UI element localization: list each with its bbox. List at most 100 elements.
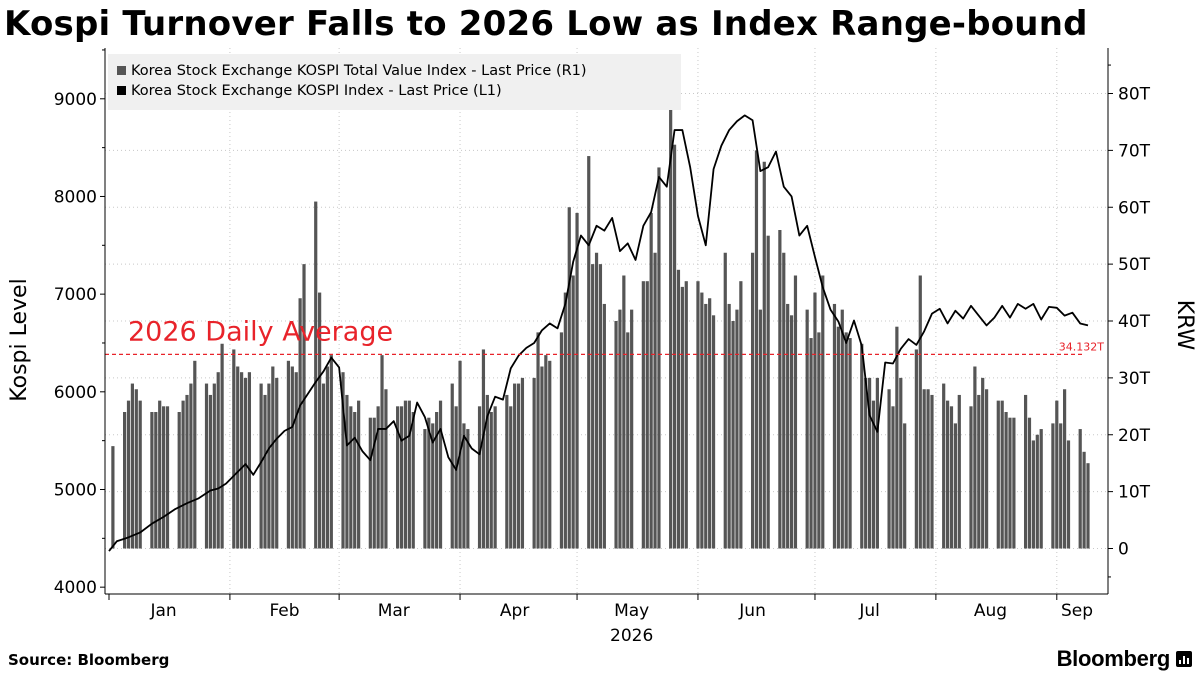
left-tick-label: 6000 (54, 383, 97, 403)
turnover-bar (930, 394, 934, 549)
turnover-bar (130, 383, 134, 549)
turnover-bar (294, 372, 298, 549)
turnover-bar (895, 326, 899, 549)
turnover-bar (817, 332, 821, 549)
turnover-bar (871, 400, 876, 549)
turnover-bar (111, 446, 115, 549)
turnover-bar (357, 400, 361, 549)
right-tick-label: 80T (1118, 85, 1151, 105)
turnover-bar (1039, 429, 1043, 549)
turnover-bar (134, 389, 138, 549)
left-tick-label: 7000 (54, 285, 97, 305)
turnover-bar (1023, 394, 1028, 549)
turnover-bar (653, 252, 657, 549)
left-tick-label: 9000 (54, 90, 97, 110)
turnover-bar (286, 360, 291, 549)
turnover-bar (513, 383, 517, 549)
right-tick-label: 30T (1118, 369, 1151, 389)
turnover-bar (809, 338, 813, 549)
turnover-bar (630, 309, 634, 549)
turnover-bar (942, 383, 946, 549)
turnover-bar (618, 309, 622, 549)
turnover-bar (626, 332, 630, 549)
right-tick-label: 60T (1118, 198, 1151, 218)
turnover-bar (325, 366, 330, 549)
turnover-bar (1066, 440, 1071, 549)
turnover-bar (981, 377, 985, 549)
turnover-bar (1012, 417, 1016, 549)
turnover-bar (805, 309, 809, 549)
turnover-bar (532, 377, 536, 549)
turnover-bar (165, 406, 170, 549)
turnover-bar (641, 281, 645, 549)
turnover-bar (984, 389, 989, 549)
turnover-bar (427, 417, 431, 549)
daily-average-reference: 2026 Daily Average 34.132T (105, 316, 1104, 356)
turnover-bar (700, 292, 704, 549)
turnover-bar (840, 309, 844, 549)
kospi-index-line (108, 114, 1089, 552)
legend-box (108, 54, 681, 110)
legend: Korea Stock Exchange KOSPI Total Value I… (108, 54, 681, 110)
turnover-bar (657, 167, 661, 549)
right-tick-label: 50T (1118, 255, 1151, 275)
right-tick-label: 20T (1118, 426, 1151, 446)
bloomberg-terminal-icon (1176, 651, 1192, 667)
turnover-bar (368, 417, 372, 549)
turnover-bar (485, 394, 489, 549)
turnover-bar (1063, 389, 1067, 549)
turnover-bar (126, 400, 131, 549)
turnover-bar (150, 412, 154, 549)
x-month-label: Jan (149, 601, 176, 621)
turnover-bar (345, 394, 349, 549)
kospi-line-layer (108, 114, 1089, 552)
turnover-bar (403, 400, 408, 549)
turnover-bar (567, 207, 571, 549)
turnover-bar (591, 264, 595, 549)
turnover-bar (867, 377, 872, 549)
turnover-bar (204, 383, 209, 549)
turnover-bar (232, 349, 236, 549)
x-month-label: Apr (500, 601, 529, 621)
turnover-bar (481, 349, 486, 549)
turnover-bar (1082, 451, 1086, 549)
turnover-bar (236, 366, 240, 549)
turnover-bar (1004, 412, 1008, 549)
turnover-bar (290, 366, 294, 549)
turnover-bar (571, 275, 575, 549)
turnover-bar (271, 366, 275, 549)
turnover-bar (649, 212, 653, 549)
turnover-bar (314, 201, 318, 549)
turnover-bar (240, 372, 244, 549)
turnover-bar (711, 315, 716, 549)
turnover-bar (220, 343, 224, 549)
turnover-bar (477, 406, 482, 549)
turnover-bar (399, 406, 404, 549)
turnover-bar (793, 275, 798, 549)
legend-swatch (117, 66, 126, 75)
turnover-bar (614, 321, 618, 549)
turnover-bar (1059, 423, 1063, 549)
axes: 4000 5000 6000 7000 8000 9000 0 10T 20T 30T 40T 50T… (7, 48, 1197, 646)
turnover-bar (189, 383, 193, 549)
turnover-bar (466, 429, 470, 549)
turnover-bar (423, 429, 427, 549)
left-tick-label: 4000 (54, 578, 97, 598)
turnover-bar (875, 377, 879, 549)
turnover-bar (848, 338, 852, 549)
turnover-bar (598, 264, 603, 549)
turnover-bar (1031, 440, 1035, 549)
turnover-bar (247, 372, 252, 549)
turnover-bar (575, 212, 579, 549)
left-axis-title: Kospi Level (7, 278, 32, 401)
turnover-bar (727, 303, 731, 549)
turnover-bar (559, 332, 564, 549)
turnover-bar (1051, 423, 1055, 549)
turnover-bar (544, 355, 548, 549)
turnover-bar (536, 332, 540, 549)
turnover-bar (493, 406, 497, 549)
turnover-bar (450, 383, 454, 549)
legend-swatch (117, 86, 126, 95)
turnover-bar (329, 355, 333, 549)
turnover-bar (778, 230, 782, 549)
